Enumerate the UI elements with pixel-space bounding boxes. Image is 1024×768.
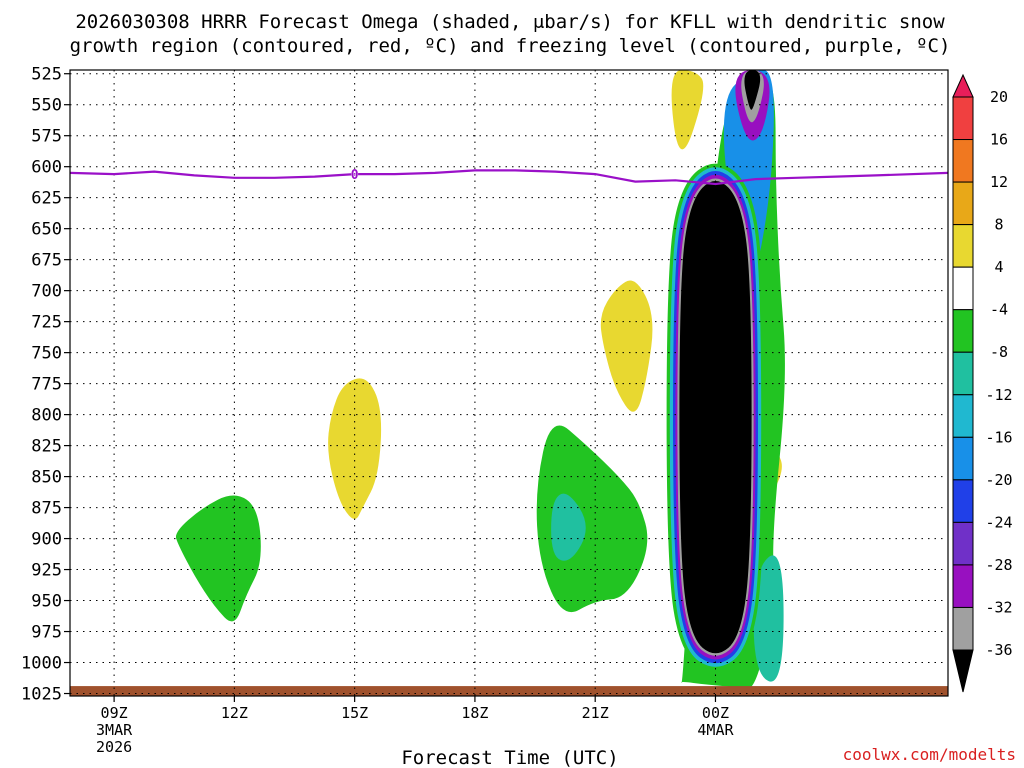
colorbar-label-9: -20 [985, 471, 1012, 489]
x-axis-title: Forecast Time (UTC) [401, 747, 618, 768]
colorbar-label-3: 8 [994, 216, 1003, 234]
x-tick-label-12Z: 12Z [221, 704, 248, 722]
chart-title-line1: 2026030308 HRRR Forecast Omega (shaded, … [75, 11, 945, 33]
colorbar-top-arrow [952, 73, 974, 98]
colorbar-label-7: -12 [985, 386, 1012, 404]
colorbar-box-3 [952, 224, 974, 268]
y-tick-label-725: 725 [31, 313, 62, 333]
y-tick-label-925: 925 [31, 561, 62, 581]
colorbar-label-0: 20 [990, 88, 1008, 106]
colorbar-box-10 [952, 521, 974, 566]
omega-region-green-blob-21z [536, 425, 648, 613]
colorbar-box-2 [952, 181, 974, 226]
y-tick-label-1000: 1000 [21, 654, 62, 674]
colorbar-bottom-arrow [952, 649, 974, 693]
colorbar-label-8: -16 [985, 428, 1012, 446]
colorbar-label-10: -24 [985, 513, 1012, 531]
y-tick-label-775: 775 [31, 375, 62, 395]
colorbar-box-11 [952, 564, 974, 608]
colorbar-box-12 [952, 606, 974, 651]
colorbar-label-1: 16 [990, 131, 1008, 149]
y-tick-label-825: 825 [31, 437, 62, 457]
colorbar-label-11: -28 [985, 556, 1012, 574]
colorbar-label-4: 4 [994, 258, 1003, 276]
ground-strip [70, 686, 948, 696]
y-tick-label-550: 550 [31, 96, 62, 116]
colorbar-box-5 [952, 309, 974, 353]
y-tick-label-575: 575 [31, 127, 62, 147]
x-tick-label-09Z: 09Z [101, 704, 128, 722]
y-tick-label-900: 900 [31, 530, 62, 550]
omega-core-band-5 [679, 180, 752, 654]
y-tick-label-800: 800 [31, 406, 62, 426]
colorbar-box-9 [952, 479, 974, 523]
colorbar-box-7 [952, 394, 974, 438]
y-tick-label-850: 850 [31, 468, 62, 488]
colorbar-box-8 [952, 436, 974, 481]
colorbar-box-6 [952, 351, 974, 396]
freezing-level-line [70, 169, 948, 186]
y-tick-label-600: 600 [31, 158, 62, 178]
chart-title-line2: growth region (contoured, red, ºC) and f… [70, 35, 951, 57]
omega-shading [70, 70, 948, 696]
y-tick-label-875: 875 [31, 499, 62, 519]
credit-text: coolwx.com/modelts [843, 745, 1016, 764]
colorbar-label-12: -32 [985, 598, 1012, 616]
x-tick-date-00Z: 4MAR [697, 721, 734, 739]
y-tick-label-950: 950 [31, 592, 62, 612]
freezing-level-label: 0 [351, 168, 359, 183]
y-tick-label-750: 750 [31, 344, 62, 364]
colorbar-label-5: -4 [990, 301, 1008, 319]
x-tick-label-21Z: 21Z [582, 704, 609, 722]
omega-region-yellow-blob-15z [328, 378, 382, 519]
omega-upper-core-2 [744, 70, 761, 110]
colorbar-label-13: -36 [985, 641, 1012, 659]
colorbar-label-2: 12 [990, 173, 1008, 191]
omega-region-green-blob-12z [175, 495, 261, 622]
x-tick-year-09Z: 2026 [96, 738, 132, 756]
colorbar-box-0 [952, 96, 974, 141]
x-tick-label-18Z: 18Z [461, 704, 488, 722]
colorbar-box-4 [952, 266, 974, 311]
y-tick-label-1025: 1025 [21, 685, 62, 705]
x-tick-date-09Z: 3MAR [96, 721, 133, 739]
omega-region-column-teal-low [753, 555, 784, 682]
colorbar: 20 16 12 8 4 -4 -8 -12 -16 -20 -24 -28 -32 -36 [952, 73, 1013, 693]
y-axis: 525 550 575 600 625 650 675 700 725 750 775 800 825 8… [21, 65, 70, 705]
plot-area [70, 70, 948, 696]
colorbar-box-1 [952, 139, 974, 183]
y-tick-label-525: 525 [31, 65, 62, 85]
y-tick-label-625: 625 [31, 189, 62, 209]
omega-region-yellow-blob-22z [600, 280, 653, 412]
y-tick-label-650: 650 [31, 220, 62, 240]
y-tick-label-975: 975 [31, 623, 62, 643]
omega-region-yellow-top-23z [671, 70, 704, 150]
y-tick-label-675: 675 [31, 251, 62, 271]
freezing-level-contour: 0 [70, 168, 948, 186]
y-tick-label-700: 700 [31, 282, 62, 302]
plot-frame [69, 69, 949, 697]
omega-region-teal-core-21z [551, 493, 586, 561]
colorbar-label-6: -8 [990, 343, 1008, 361]
x-tick-label-15Z: 15Z [341, 704, 368, 722]
x-tick-label-00Z: 00Z [702, 704, 729, 722]
